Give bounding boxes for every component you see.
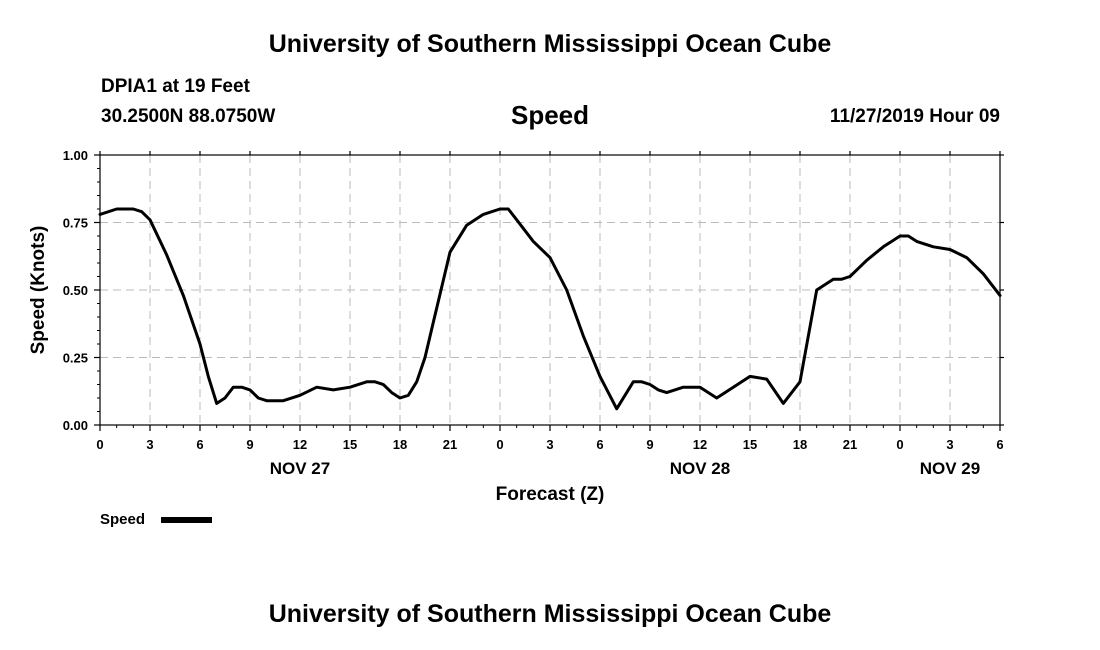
- series-line-speed: [98, 207, 1002, 411]
- x-tick-label: 18: [393, 437, 407, 452]
- y-axis-label: Speed (Knots): [28, 226, 49, 355]
- legend: Speed: [100, 511, 212, 528]
- x-tick-label: 0: [896, 437, 903, 452]
- forecast-timestamp: 11/27/2019 Hour 09: [829, 106, 1000, 127]
- x-tick-label: 6: [596, 437, 603, 452]
- station-coordinates: 30.2500N 88.0750W: [101, 106, 276, 127]
- legend-label: Speed: [100, 511, 145, 528]
- x-tick-label: 12: [293, 437, 307, 452]
- y-tick-label: 0.75: [63, 216, 88, 231]
- y-tick-label: 0.50: [63, 283, 88, 298]
- parameter-title: Speed: [510, 100, 590, 130]
- day-label: NOV 27: [270, 459, 330, 478]
- x-tick-labels: 0 3 6 9 12 15 18 21 0 3 6 9 12 15 18 21 0 3 6: [96, 437, 1003, 452]
- x-tick-label: 15: [343, 437, 357, 452]
- x-tick-label: 0: [496, 437, 503, 452]
- x-tick-label: 21: [843, 437, 857, 452]
- x-tick-label: 3: [546, 437, 553, 452]
- x-tick-label: 15: [743, 437, 757, 452]
- x-tick-label: 6: [996, 437, 1003, 452]
- day-label: NOV 29: [920, 459, 980, 478]
- axis-ticks: [94, 151, 1004, 431]
- x-axis-label: Forecast (Z): [496, 484, 605, 505]
- x-tick-label: 3: [946, 437, 953, 452]
- y-tick-label: 0.00: [63, 418, 88, 433]
- y-tick-labels: 0.00 0.25 0.50 0.75 1.00: [63, 148, 88, 433]
- x-tick-label: 6: [196, 437, 203, 452]
- x-tick-label: 3: [146, 437, 153, 452]
- x-tick-label: 12: [693, 437, 707, 452]
- page-title: University of Southern Mississippi Ocean…: [268, 30, 832, 58]
- footer-title: University of Southern Mississippi Ocean…: [268, 600, 832, 628]
- x-tick-label: 9: [646, 437, 653, 452]
- x-tick-label: 9: [246, 437, 253, 452]
- y-tick-label: 0.25: [63, 351, 88, 366]
- station-label: DPIA1 at 19 Feet: [101, 76, 250, 97]
- grid-lines: [100, 155, 1000, 425]
- x-tick-label: 0: [96, 437, 103, 452]
- y-tick-label: 1.00: [63, 148, 88, 163]
- day-label: NOV 28: [670, 459, 730, 478]
- x-tick-label: 18: [793, 437, 807, 452]
- x-tick-label: 21: [443, 437, 457, 452]
- day-labels: NOV 27 NOV 28 NOV 29: [270, 459, 980, 478]
- legend-swatch: [161, 517, 212, 523]
